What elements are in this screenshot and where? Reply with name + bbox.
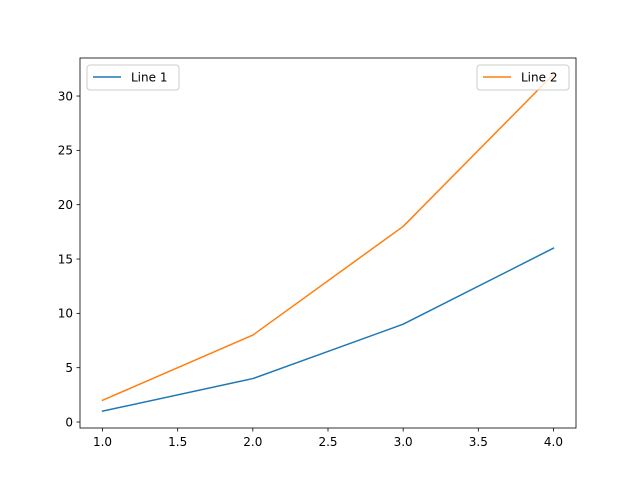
legend-frame	[86, 64, 180, 91]
y-axis-ticks: 0 5 10 15 20 25 30	[58, 89, 80, 429]
series-layer	[101, 73, 555, 413]
plot-area	[80, 58, 576, 428]
x-tick-label: 3.0	[394, 435, 413, 449]
y-tick-label: 5	[65, 361, 73, 375]
legend-label-line-1: Line 1	[131, 71, 167, 85]
x-axis-ticks: 1.0 1.5 2.0 2.5 3.0 3.5 4.0	[93, 428, 563, 449]
y-tick-label: 25	[58, 144, 73, 158]
legend-label-line-2: Line 2	[521, 71, 557, 85]
x-tick-label: 4.0	[544, 435, 563, 449]
y-tick-label: 15	[58, 252, 73, 266]
x-tick-label: 2.0	[243, 435, 262, 449]
y-tick-label: 20	[58, 198, 73, 212]
series-line-1	[101, 247, 555, 413]
x-tick-label: 1.0	[93, 435, 112, 449]
y-tick-label: 0	[65, 415, 73, 429]
x-tick-label: 1.5	[168, 435, 187, 449]
legend-line-2: Line 2	[476, 64, 570, 91]
legend-frame	[476, 64, 570, 91]
y-tick-label: 30	[58, 89, 73, 103]
x-tick-label: 2.5	[318, 435, 337, 449]
y-tick-label: 10	[58, 307, 73, 321]
legend-line-1: Line 1	[86, 64, 180, 91]
series-line-2	[101, 73, 555, 402]
x-tick-label: 3.5	[469, 435, 488, 449]
